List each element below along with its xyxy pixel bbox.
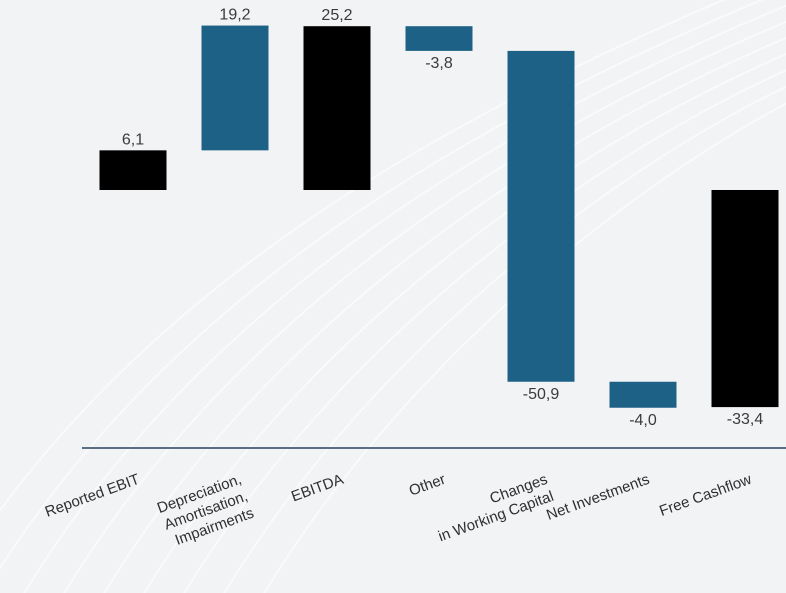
background-swirl [63, 20, 786, 593]
category-label-0: Reported EBIT [43, 471, 142, 521]
value-label-5: -4,0 [629, 412, 657, 429]
bar-6 [711, 190, 779, 408]
category-label-line: Net Investments [544, 471, 652, 524]
bar-1 [201, 25, 269, 151]
category-label-3: Other [407, 471, 448, 500]
bar-3 [405, 26, 473, 51]
value-label-4: -50,9 [523, 386, 560, 403]
bar-4 [507, 50, 575, 382]
bar-5 [609, 381, 677, 408]
category-label-2: EBITDA [289, 471, 346, 506]
category-label-line: Free Cashflow [657, 471, 754, 520]
background-swirl [23, 4, 786, 593]
category-label-6: Free Cashflow [657, 471, 754, 520]
category-label-5: Net Investments [544, 471, 652, 524]
value-labels-group: 6,1 19,2 25,2 -3,8 -50,9 -4,0 -33,4 [122, 7, 763, 429]
category-label-line: EBITDA [289, 471, 346, 506]
value-label-1: 19,2 [219, 7, 250, 24]
category-label-1: Depreciation,Amortisation,Impairments [155, 471, 256, 549]
category-labels-group: Reported EBIT Depreciation,Amortisation,I… [43, 471, 754, 549]
value-label-0: 6,1 [122, 131, 144, 148]
background-swirl [263, 102, 786, 593]
category-label-line: Other [407, 471, 448, 500]
bar-0 [99, 150, 167, 190]
value-label-2: 25,2 [321, 7, 352, 24]
background-swirl [143, 53, 786, 593]
value-label-6: -33,4 [727, 411, 764, 428]
background-swirl [103, 36, 786, 593]
category-label-line: Reported EBIT [43, 471, 142, 521]
bars-group [99, 25, 779, 408]
value-label-3: -3,8 [425, 55, 453, 72]
bar-2 [303, 26, 371, 191]
